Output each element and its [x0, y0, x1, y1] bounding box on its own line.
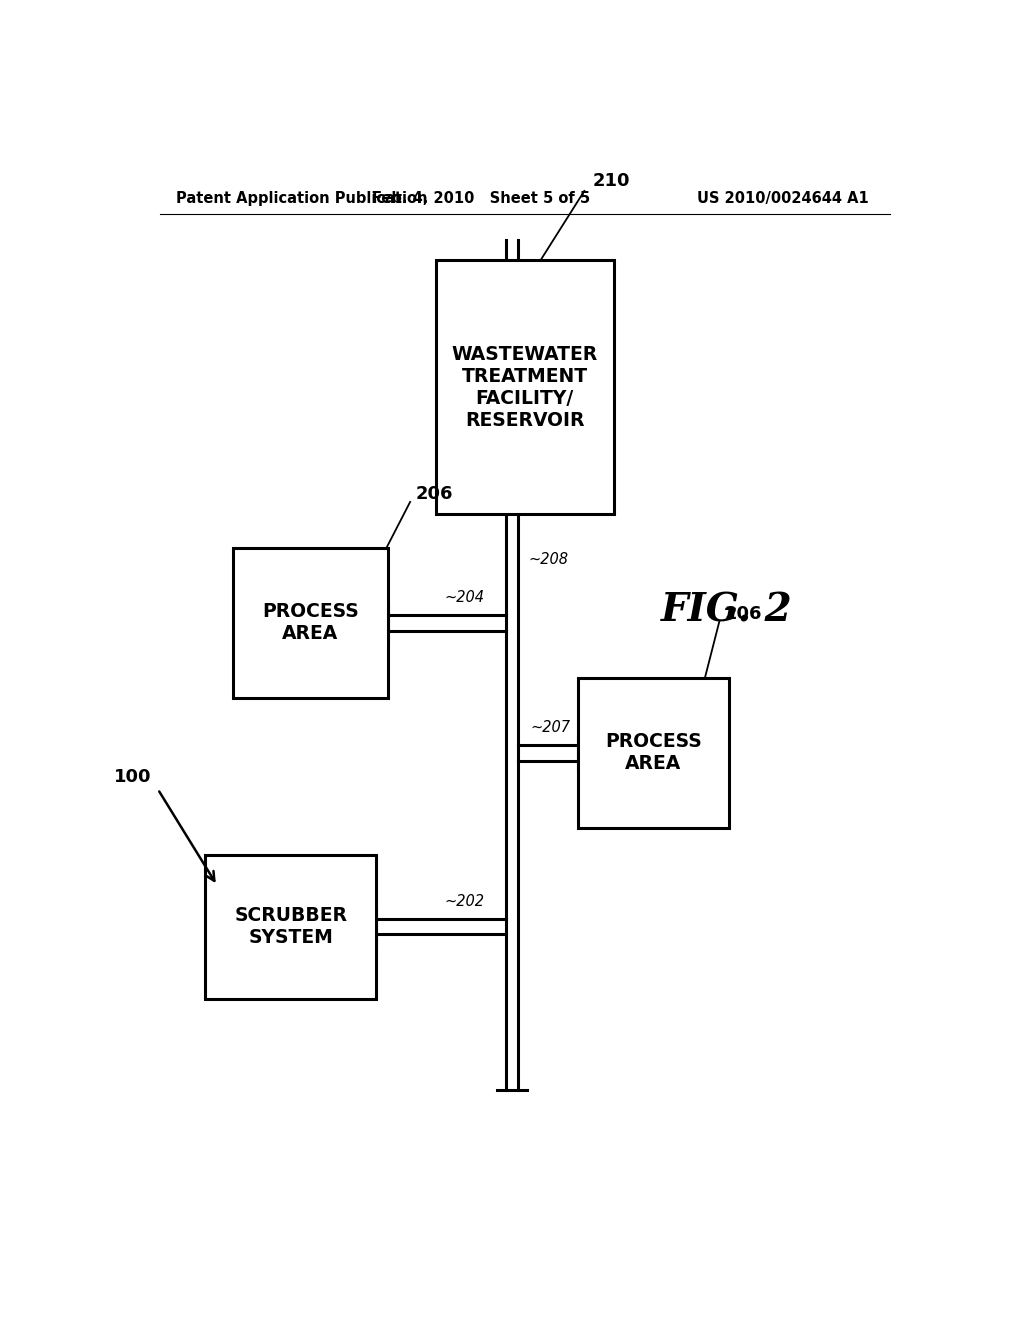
Text: SCRUBBER
SYSTEM: SCRUBBER SYSTEM — [234, 907, 347, 948]
Text: ~208: ~208 — [528, 552, 568, 568]
Text: 206: 206 — [725, 605, 762, 623]
Bar — [233, 548, 388, 698]
Text: ~207: ~207 — [530, 719, 570, 735]
Text: 206: 206 — [416, 484, 454, 503]
Bar — [578, 677, 729, 828]
Text: WASTEWATER
TREATMENT
FACILITY/
RESERVOIR: WASTEWATER TREATMENT FACILITY/ RESERVOIR — [452, 345, 598, 429]
Text: ~202: ~202 — [444, 894, 484, 908]
Text: 100: 100 — [114, 768, 152, 785]
Text: FIG. 2: FIG. 2 — [662, 591, 793, 630]
Text: PROCESS
AREA: PROCESS AREA — [605, 733, 701, 774]
Text: ~204: ~204 — [444, 590, 484, 605]
Text: Patent Application Publication: Patent Application Publication — [176, 190, 427, 206]
Text: US 2010/0024644 A1: US 2010/0024644 A1 — [697, 190, 868, 206]
Bar — [206, 854, 376, 999]
Text: Feb. 4, 2010   Sheet 5 of 5: Feb. 4, 2010 Sheet 5 of 5 — [372, 190, 590, 206]
Text: PROCESS
AREA: PROCESS AREA — [262, 602, 358, 643]
Bar — [435, 260, 614, 515]
Text: 210: 210 — [592, 172, 630, 190]
